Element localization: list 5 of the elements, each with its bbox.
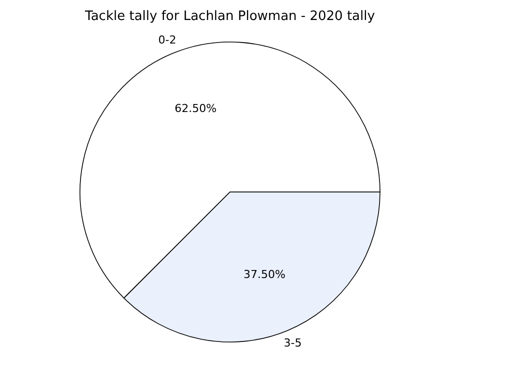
slice-label: 3-5: [284, 336, 302, 350]
data-label: 37.50%: [243, 268, 286, 282]
chart-title: Tackle tally for Lachlan Plowman - 2020 tally: [84, 9, 376, 24]
slice-label: 0-2: [158, 33, 176, 46]
data-label: 62.50%: [174, 102, 217, 115]
